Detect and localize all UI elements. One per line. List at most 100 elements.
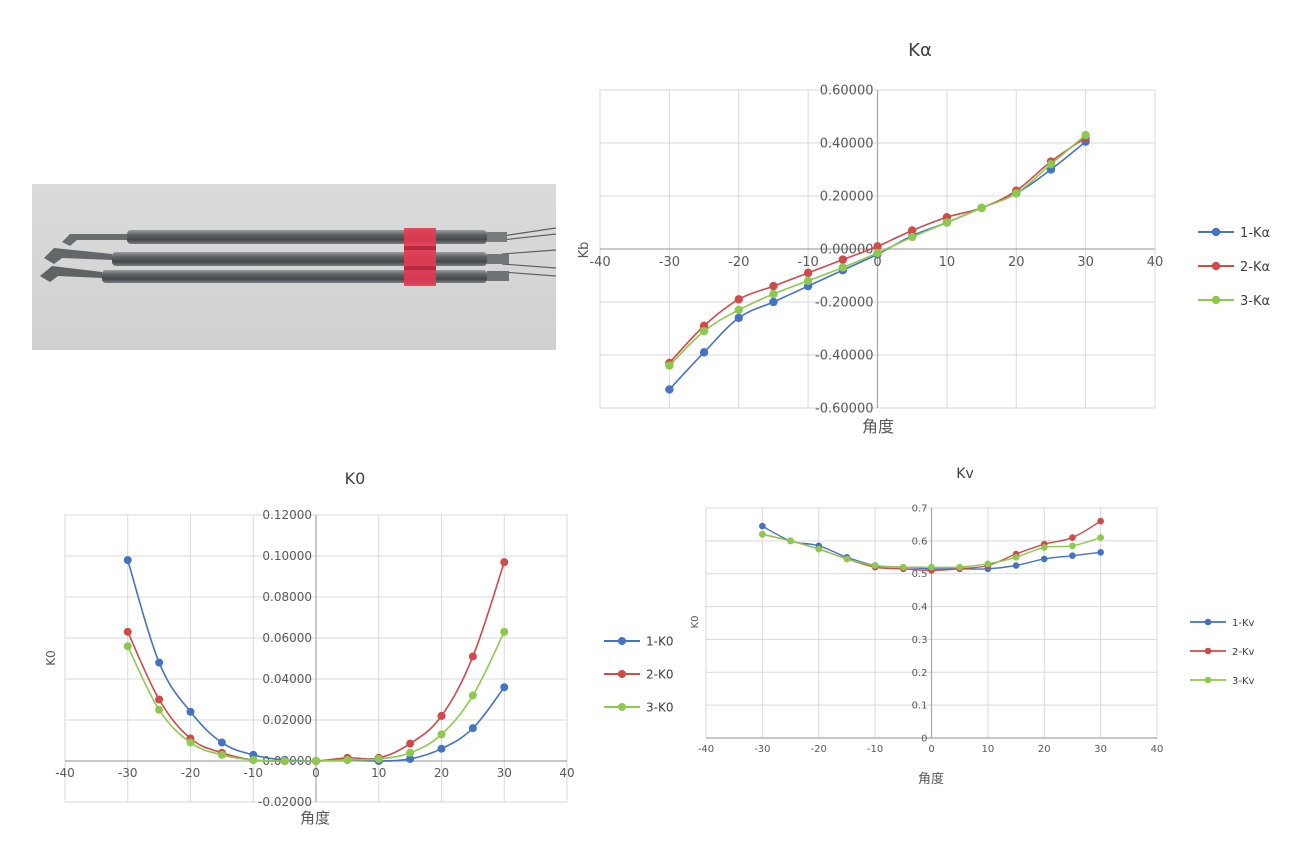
- data-point: [665, 385, 674, 394]
- data-point: [942, 218, 952, 227]
- data-point: [699, 348, 709, 357]
- data-point: [1081, 130, 1090, 140]
- y-tick-label: 0.5: [912, 569, 928, 580]
- tool-photo-drawing: [40, 227, 556, 286]
- data-point: [500, 627, 509, 636]
- data-point: [759, 530, 766, 538]
- data-point: [312, 757, 320, 765]
- legend-label: 2-K0: [646, 668, 673, 682]
- x-tick-label: 30: [1077, 255, 1094, 270]
- data-point: [759, 522, 766, 530]
- data-point: [838, 263, 848, 272]
- legend-marker: [1204, 647, 1212, 655]
- legend-marker: [1204, 676, 1212, 684]
- y-tick-label: 0.4: [912, 602, 928, 613]
- x-tick-label: -30: [118, 766, 138, 780]
- x-tick-label: 0: [873, 255, 881, 270]
- data-point: [437, 711, 446, 720]
- x-tick-label: 40: [559, 766, 574, 780]
- x-tick-label: -30: [659, 255, 680, 270]
- y-tick-label: 0.2: [912, 668, 928, 679]
- data-point: [900, 563, 907, 571]
- data-point: [838, 255, 848, 264]
- x-tick-label: 0: [928, 744, 934, 755]
- legend-label: 1-Kα: [1240, 226, 1270, 241]
- data-point: [873, 248, 882, 258]
- legend-label: 2-Kv: [1232, 647, 1255, 658]
- data-point: [123, 627, 132, 636]
- data-point: [769, 297, 778, 307]
- data-point: [928, 563, 935, 571]
- data-point: [406, 748, 415, 757]
- legend-label: 1-Kv: [1232, 618, 1255, 629]
- y-axis-label: Kb: [577, 242, 592, 259]
- data-point: [1012, 562, 1020, 569]
- x-axis-label: 角度: [918, 771, 944, 787]
- data-point: [468, 652, 477, 661]
- data-point: [374, 754, 383, 763]
- legend-marker: [618, 703, 626, 711]
- y-tick-label: 0: [921, 734, 927, 745]
- y-tick-label: 0.6: [912, 536, 928, 547]
- data-point: [437, 744, 446, 753]
- y-axis-label: K0: [44, 650, 58, 666]
- data-point: [1040, 555, 1048, 563]
- data-point: [155, 705, 164, 714]
- data-point: [1097, 534, 1104, 541]
- x-tick-label: -20: [811, 744, 827, 755]
- x-tick-label: -20: [181, 766, 201, 780]
- legend-marker: [1204, 618, 1212, 626]
- y-tick-label: 0.08000: [262, 590, 312, 604]
- y-tick-label: -0.40000: [815, 349, 873, 364]
- data-point: [815, 545, 823, 553]
- data-point: [1069, 552, 1076, 559]
- x-tick-label: 20: [1008, 255, 1025, 270]
- x-tick-label: -10: [243, 766, 263, 780]
- data-point: [406, 754, 415, 763]
- x-tick-label: -40: [55, 766, 75, 780]
- data-point: [468, 691, 477, 700]
- data-point: [406, 739, 415, 748]
- data-point: [186, 707, 195, 716]
- chart-title: K0: [345, 469, 366, 488]
- data-point: [1046, 160, 1056, 169]
- data-point: [1097, 517, 1104, 525]
- x-tick-label: 0: [312, 766, 320, 780]
- legend-label: 2-Kα: [1240, 260, 1270, 275]
- x-tick-label: 10: [939, 255, 956, 270]
- legend-label: 1-K0: [646, 635, 673, 649]
- data-point: [787, 537, 794, 545]
- tool-photo: [32, 184, 556, 350]
- y-tick-label: 0.12000: [262, 508, 312, 522]
- x-tick-label: 10: [982, 744, 995, 755]
- x-tick-label: -20: [728, 255, 749, 270]
- data-point: [123, 556, 132, 565]
- data-point: [956, 563, 963, 571]
- data-point: [249, 755, 258, 764]
- legend-label: 3-Kα: [1240, 294, 1270, 309]
- data-point: [500, 683, 509, 692]
- data-point: [1097, 549, 1104, 556]
- data-point: [665, 361, 674, 370]
- x-tick-label: -40: [698, 744, 714, 755]
- data-point: [769, 281, 778, 291]
- x-axis-label: 角度: [862, 417, 894, 436]
- y-axis-label: K0: [690, 616, 701, 629]
- legend-marker: [1211, 261, 1221, 271]
- data-point: [803, 276, 813, 285]
- legend-label: 3-Kv: [1232, 676, 1255, 687]
- data-point: [186, 738, 195, 747]
- x-tick-label: 30: [1094, 744, 1107, 755]
- data-point: [873, 242, 882, 251]
- y-tick-label: 0.10000: [262, 549, 312, 563]
- y-tick-label: 0.7: [912, 504, 928, 515]
- data-point: [734, 295, 743, 304]
- data-point: [734, 305, 743, 315]
- x-tick-label: -10: [798, 255, 819, 270]
- data-point: [734, 313, 743, 323]
- x-tick-label: -10: [867, 744, 883, 755]
- y-tick-label: -0.20000: [815, 296, 873, 311]
- x-tick-label: 30: [497, 766, 512, 780]
